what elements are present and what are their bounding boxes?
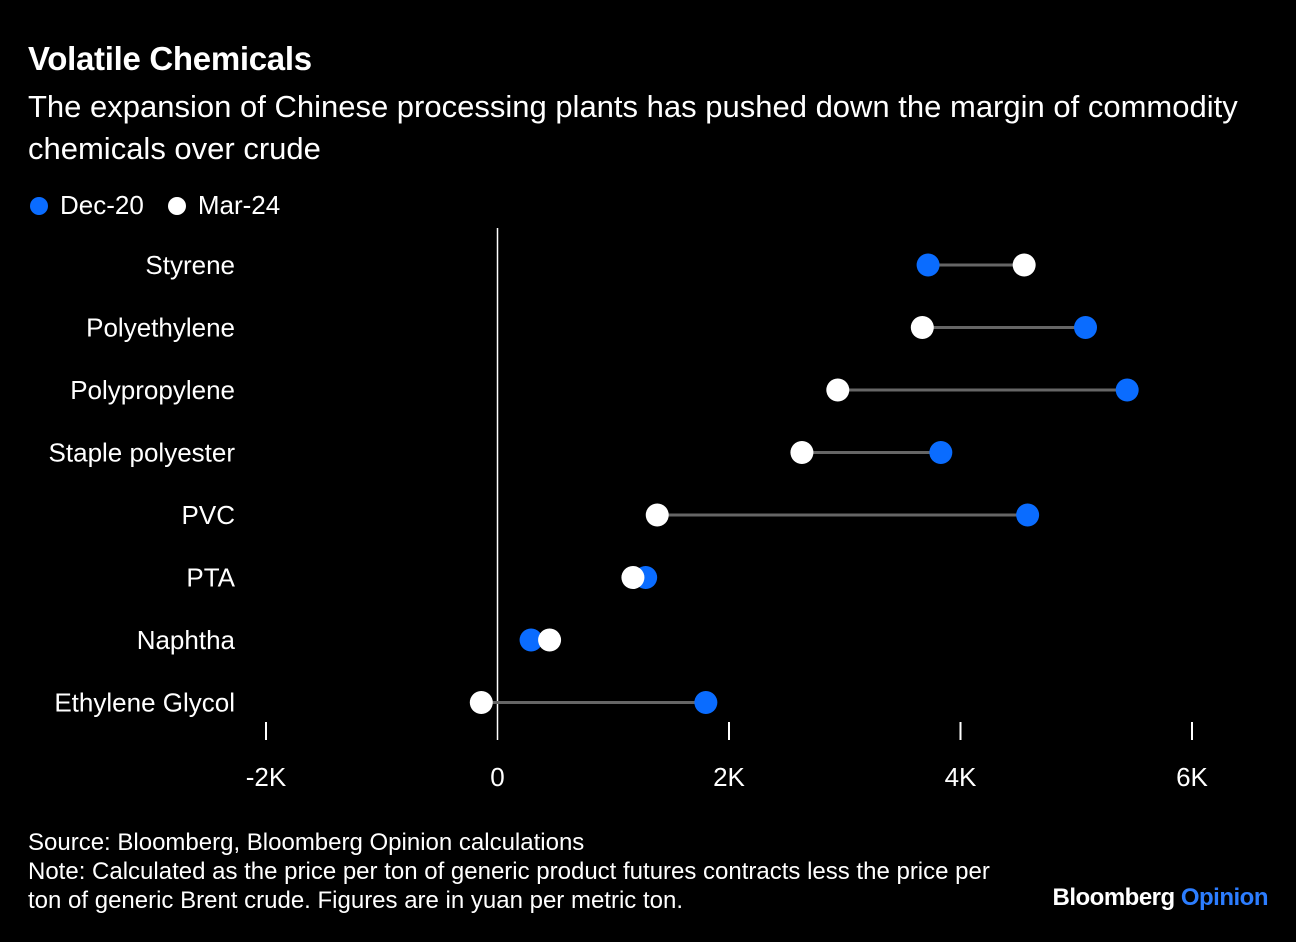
point-mar24 [826,378,850,402]
x-tick-label: 6K [1176,762,1208,792]
point-mar24 [790,441,814,464]
brand-section: Opinion [1180,884,1269,911]
chart-subtitle: The expansion of Chinese processing plan… [28,89,1238,166]
legend-dot-dec20-icon [30,196,48,215]
x-tick-label: 4K [945,762,977,792]
point-dec20 [694,691,718,714]
chart-title: Volatile Chemicals [28,40,312,77]
category-label: Styrene [145,250,235,280]
category-label: Polyethylene [86,313,235,343]
brand-logo: Bloomberg Opinion [1053,884,1269,912]
category-label: PVC [182,500,235,530]
legend-item-dec20: Dec-20 [30,190,144,221]
x-tick-label: 0 [490,762,504,792]
point-mar24 [469,691,493,714]
category-label: Ethylene Glycol [54,688,235,718]
legend-dot-mar24-icon [167,196,186,215]
x-tick-label: 2K [713,762,745,792]
category-label: Staple polyester [49,438,236,468]
point-mar24 [910,316,934,339]
point-dec20 [1074,316,1098,339]
point-mar24 [645,503,669,527]
legend-label-dec20: Dec-20 [60,190,144,220]
x-tick-label: -2K [246,762,287,792]
category-label: Polypropylene [70,375,235,405]
point-mar24 [621,566,645,589]
legend-item-mar24: Mar-24 [167,190,281,221]
point-dec20 [519,628,543,652]
point-dec20 [929,441,953,464]
brand-name: Bloomberg [1052,884,1176,911]
footer: Source: Bloomberg, Bloomberg Opinion cal… [28,828,1028,915]
legend: Dec-20 Mar-24 [30,190,304,221]
legend-label-mar24: Mar-24 [197,190,281,220]
category-label: PTA [186,563,235,593]
point-mar24 [538,628,562,652]
source-note: Source: Bloomberg, Bloomberg Opinion cal… [28,829,585,856]
point-mar24 [1012,253,1036,277]
category-label: Naphtha [137,625,236,655]
point-dec20 [1115,378,1139,402]
point-dec20 [916,253,940,277]
method-note: Note: Calculated as the price per ton of… [28,858,990,914]
point-dec20 [1016,503,1040,527]
